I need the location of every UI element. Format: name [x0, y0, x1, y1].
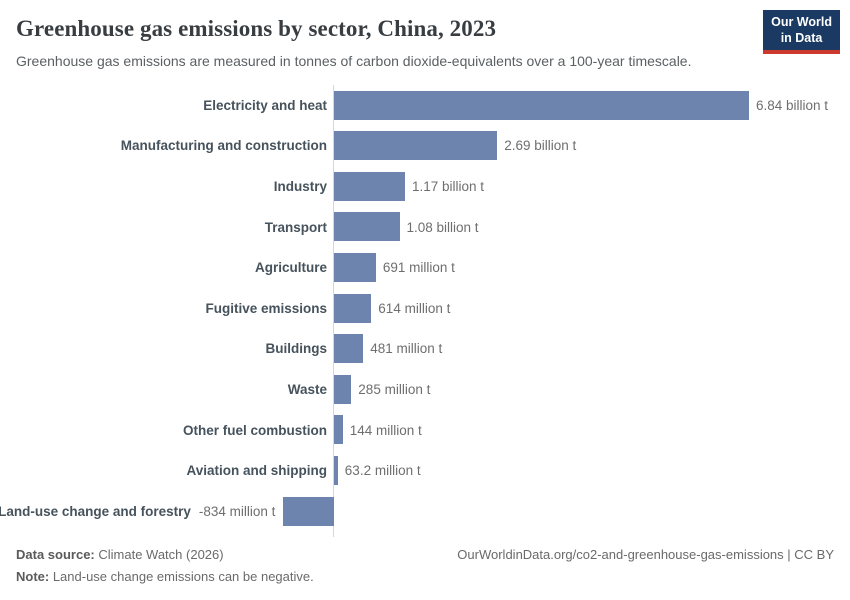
bar-row: Agriculture 691 million t	[0, 247, 850, 288]
bar-row: Waste 285 million t	[0, 369, 850, 410]
bar-value: 1.17 billion t	[412, 178, 485, 194]
bar-label: Transport	[264, 219, 327, 235]
bar-row: Manufacturing and construction 2.69 billi…	[0, 126, 850, 167]
negative-label-group: Land-use change and forestry -834 million…	[0, 491, 275, 532]
bar-value: 614 million t	[378, 300, 451, 316]
bar-label: Manufacturing and construction	[120, 138, 327, 154]
bar-value: 6.84 billion t	[756, 97, 829, 113]
bar-value: 285 million t	[358, 381, 431, 397]
bar[interactable]	[334, 171, 405, 201]
bar[interactable]	[334, 374, 352, 404]
note-value: Land-use change emissions can be negativ…	[49, 569, 314, 584]
bar[interactable]	[334, 90, 749, 120]
bar-label: Industry	[273, 178, 327, 194]
data-source-label: Data source:	[16, 547, 95, 562]
bar-label: Aviation and shipping	[186, 463, 328, 479]
owid-logo-line2: in Data	[780, 30, 823, 45]
bar-row: Transport 1.08 billion t	[0, 207, 850, 248]
bar[interactable]	[334, 131, 498, 161]
bar-value: 481 million t	[370, 341, 443, 357]
note-line: Note: Land-use change emissions can be n…	[16, 569, 314, 584]
bar-row: Other fuel combustion 144 million t	[0, 410, 850, 451]
bar-label: Waste	[287, 381, 327, 397]
bar[interactable]	[334, 212, 400, 242]
bar-row: Industry 1.17 billion t	[0, 166, 850, 207]
bar[interactable]	[334, 334, 364, 364]
bar-row: Aviation and shipping 63.2 million t	[0, 450, 850, 491]
bar-value: 2.69 billion t	[504, 138, 577, 154]
bar-label: Agriculture	[254, 260, 327, 276]
bar[interactable]	[334, 455, 338, 485]
chart-footer: Data source: Climate Watch (2026) Note: …	[16, 547, 834, 584]
bar-value: 63.2 million t	[344, 463, 421, 479]
note-label: Note:	[16, 569, 50, 584]
data-source-line: Data source: Climate Watch (2026)	[16, 547, 314, 562]
bar-value: -834 million t	[198, 503, 276, 519]
bar[interactable]	[334, 252, 376, 282]
owid-citation-link[interactable]: OurWorldinData.org/co2-and-greenhouse-ga…	[457, 547, 834, 562]
data-source-value: Climate Watch (2026)	[94, 547, 224, 562]
page-title: Greenhouse gas emissions by sector, Chin…	[16, 16, 497, 41]
zero-axis-line	[333, 85, 334, 537]
bar-row: Fugitive emissions 614 million t	[0, 288, 850, 329]
bar-row: Land-use change and forestry -834 million…	[0, 491, 850, 532]
footer-right: OurWorldinData.org/co2-and-greenhouse-ga…	[457, 547, 834, 562]
bar-row: Electricity and heat 6.84 billion t	[0, 85, 850, 126]
bar-label: Other fuel combustion	[182, 422, 327, 438]
bar-value: 144 million t	[349, 422, 422, 438]
bar-label: Electricity and heat	[203, 97, 327, 113]
footer-left: Data source: Climate Watch (2026) Note: …	[16, 547, 314, 584]
bar-label: Fugitive emissions	[205, 300, 327, 316]
bar[interactable]	[334, 293, 372, 323]
owid-logo[interactable]: Our World in Data	[763, 10, 840, 55]
bar[interactable]	[283, 496, 334, 526]
owid-logo-line1: Our World	[771, 15, 832, 29]
bar[interactable]	[334, 415, 343, 445]
bar-value: 1.08 billion t	[406, 219, 479, 235]
bar-label: Buildings	[265, 341, 328, 357]
bar-value: 691 million t	[382, 260, 455, 276]
chart-subtitle: Greenhouse gas emissions are measured in…	[16, 53, 692, 69]
bar-label: Land-use change and forestry	[0, 503, 191, 519]
bar-row: Buildings 481 million t	[0, 329, 850, 370]
chart-area: Electricity and heat 6.84 billion t Manufa…	[0, 85, 850, 540]
